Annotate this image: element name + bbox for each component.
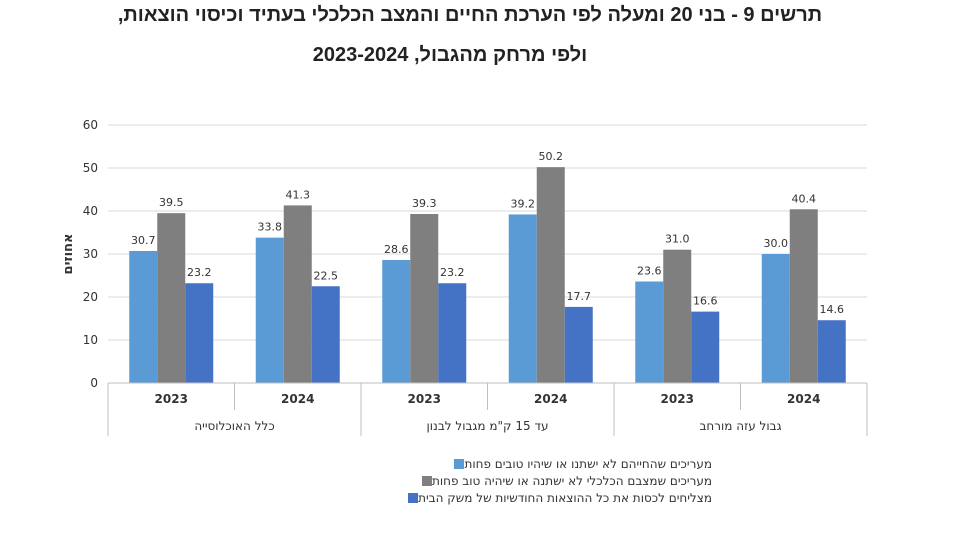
data-label: 14.6 — [820, 303, 845, 316]
bar — [536, 167, 565, 383]
chart-title-line-1: תרשים 9 - בני 20 ומעלה לפי הערכת החיים ו… — [117, 4, 823, 26]
x-tick-label: 2023 — [408, 392, 441, 406]
legend-swatch-series-2 — [421, 475, 432, 486]
bar — [508, 214, 537, 383]
y-tick-label: 0 — [90, 376, 98, 390]
bar — [691, 311, 720, 383]
x-group-label: עד 15 ק"מ מגבול לבנון — [426, 419, 548, 433]
data-label: 31.0 — [665, 233, 690, 246]
x-tick-label: 2024 — [281, 392, 314, 406]
y-tick-label: 40 — [83, 204, 98, 218]
y-tick-label: 20 — [83, 290, 98, 304]
x-group-label: כלל האוכלוסייה — [194, 419, 274, 433]
bar — [382, 260, 411, 383]
data-label: 39.2 — [511, 197, 536, 210]
y-tick-label: 10 — [83, 333, 98, 347]
data-label: 22.5 — [314, 269, 339, 282]
bar — [157, 213, 186, 383]
data-label: 33.8 — [258, 221, 283, 234]
legend-item-series-3: מצליחים לכסות את כל ההוצאות החודשיות של … — [352, 489, 712, 506]
bar — [761, 254, 790, 383]
x-group-label: גבול עזה מורחב — [699, 419, 781, 433]
data-label: 40.4 — [792, 192, 817, 205]
data-label: 23.2 — [440, 266, 465, 279]
legend-swatch-series-1 — [454, 458, 465, 469]
x-tick-label: 2023 — [661, 392, 694, 406]
bar — [129, 250, 158, 383]
bar — [185, 283, 214, 383]
bar — [410, 214, 439, 383]
bar — [817, 320, 846, 383]
y-axis-label: אחוזים — [61, 234, 76, 275]
legend-swatch-series-3 — [408, 492, 419, 503]
legend-label-series-3: מצליחים לכסות את כל ההוצאות החודשיות של … — [418, 490, 712, 505]
data-label: 30.0 — [764, 237, 789, 250]
data-label: 30.7 — [131, 234, 156, 247]
legend-label-series-1: מעריכים שהחייהם לא ישתנו או שיהיו טובים … — [464, 456, 712, 471]
legend-label-series-2: מעריכים שמצבם הכלכלי לא ישתנה או שיהיה ט… — [431, 473, 712, 488]
x-tick-label: 2024 — [787, 392, 820, 406]
bar — [564, 306, 593, 383]
data-label: 23.2 — [187, 266, 212, 279]
data-label: 28.6 — [384, 243, 409, 256]
data-label: 17.7 — [567, 290, 592, 303]
bar — [283, 205, 312, 383]
bar — [311, 286, 340, 383]
legend-item-series-1: מעריכים שהחייהם לא ישתנו או שיהיו טובים … — [352, 455, 712, 472]
bar — [789, 209, 818, 383]
bar — [255, 237, 284, 383]
x-tick-label: 2023 — [155, 392, 188, 406]
data-label: 50.2 — [539, 150, 564, 163]
data-label: 39.3 — [412, 197, 437, 210]
data-label: 16.6 — [693, 295, 718, 308]
chart-title-line-2: ולפי מרחק מהגבול, 2023-2024 — [312, 44, 588, 66]
x-tick-label: 2024 — [534, 392, 567, 406]
data-label: 41.3 — [286, 188, 311, 201]
bar — [663, 249, 692, 383]
y-tick-label: 50 — [83, 161, 98, 175]
data-label: 23.6 — [637, 265, 662, 278]
legend-item-series-2: מעריכים שמצבם הכלכלי לא ישתנה או שיהיה ט… — [352, 472, 712, 489]
bar — [438, 283, 467, 383]
y-tick-label: 60 — [83, 118, 98, 132]
data-label: 39.5 — [159, 196, 184, 209]
chart-legend: מעריכים שהחייהם לא ישתנו או שיהיו טובים … — [352, 455, 712, 506]
y-tick-label: 30 — [83, 247, 98, 261]
bar — [635, 281, 664, 383]
